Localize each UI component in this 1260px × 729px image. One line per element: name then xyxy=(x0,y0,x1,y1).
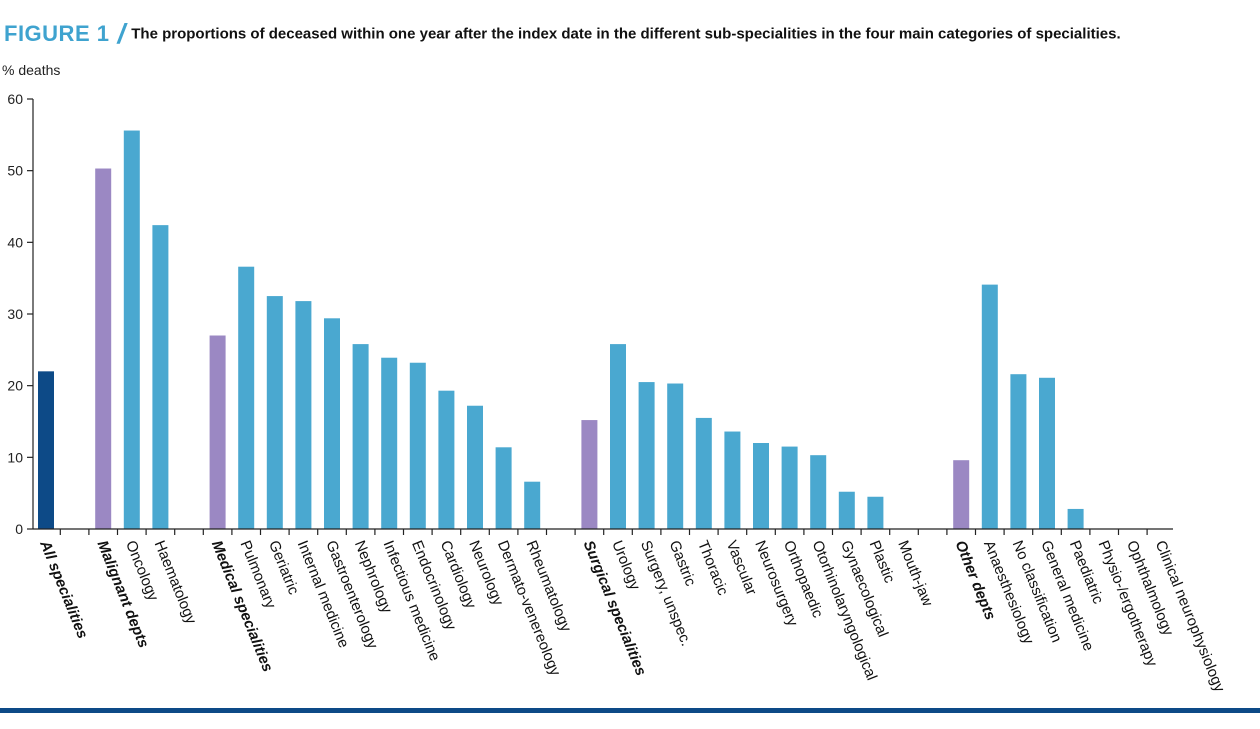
bar-neurology xyxy=(467,405,483,529)
bar-infectious-medicine xyxy=(381,357,398,529)
bar-nephrology xyxy=(352,344,369,529)
bar-plastic xyxy=(867,496,884,529)
y-tick-label: 20 xyxy=(7,378,23,394)
bar-paediatric xyxy=(1067,508,1084,529)
figure-title: The proportions of deceased within one y… xyxy=(131,25,1121,43)
bar-gastric xyxy=(667,383,684,529)
bar-other-depts xyxy=(953,460,970,529)
bar-malignant-depts xyxy=(95,168,112,529)
bar-surgical-specialities xyxy=(581,420,598,529)
bar-neurosurgery xyxy=(753,443,769,529)
y-tick-label: 50 xyxy=(7,163,23,179)
y-tick-label: 0 xyxy=(15,521,23,537)
bar-dermato-venereology xyxy=(495,447,512,529)
bar-no-classification xyxy=(1010,374,1027,529)
bar-gynaecological xyxy=(838,491,855,529)
bar-orthopaedic xyxy=(781,446,798,529)
bar-anaesthesiology xyxy=(981,284,998,529)
x-category-label: Haematology xyxy=(151,538,200,627)
bar-endocrinology xyxy=(409,362,426,529)
bar-urology xyxy=(610,344,626,529)
bar-cardiology xyxy=(438,390,455,529)
bar-geriatric xyxy=(266,296,283,529)
bar-vascular xyxy=(724,431,741,529)
bar-thoracic xyxy=(695,417,712,529)
bar-general-medicine xyxy=(1039,377,1055,529)
bar-otorhinolaryngological xyxy=(810,455,827,529)
bar-medical-specialities xyxy=(209,335,226,529)
bar-gastroenterology xyxy=(324,318,340,529)
bar-surgery-unspec xyxy=(638,382,655,529)
bar-internal-medicine xyxy=(295,301,312,529)
y-axis: 0 10 20 30 40 50 60 xyxy=(7,91,34,537)
x-labels-group: All specialities Malignant deptsOncologyH… xyxy=(36,537,1228,695)
x-category-label: All specialities xyxy=(36,537,91,641)
x-axis xyxy=(33,528,1173,535)
bar-rheumatology xyxy=(524,481,541,529)
bottom-rule xyxy=(0,708,1260,713)
bar-all-specialities xyxy=(38,371,54,529)
x-category-label: Mouth-jaw xyxy=(894,538,936,609)
y-tick-label: 60 xyxy=(7,91,23,107)
y-tick-label: 10 xyxy=(7,449,23,465)
bar-oncology xyxy=(123,130,140,530)
figure-header: FIGURE 1 / The proportions of deceased wit… xyxy=(4,18,1254,50)
x-category-label: Plastic xyxy=(866,538,898,586)
y-axis-title: % deaths xyxy=(2,62,60,78)
figure-label: FIGURE 1 xyxy=(4,21,110,46)
figure-slash: / xyxy=(117,18,126,49)
y-tick-label: 40 xyxy=(7,234,23,250)
bars-group xyxy=(38,130,1084,530)
bar-haematology xyxy=(152,225,169,529)
y-tick-label: 30 xyxy=(7,306,23,322)
bar-pulmonary xyxy=(238,266,255,529)
